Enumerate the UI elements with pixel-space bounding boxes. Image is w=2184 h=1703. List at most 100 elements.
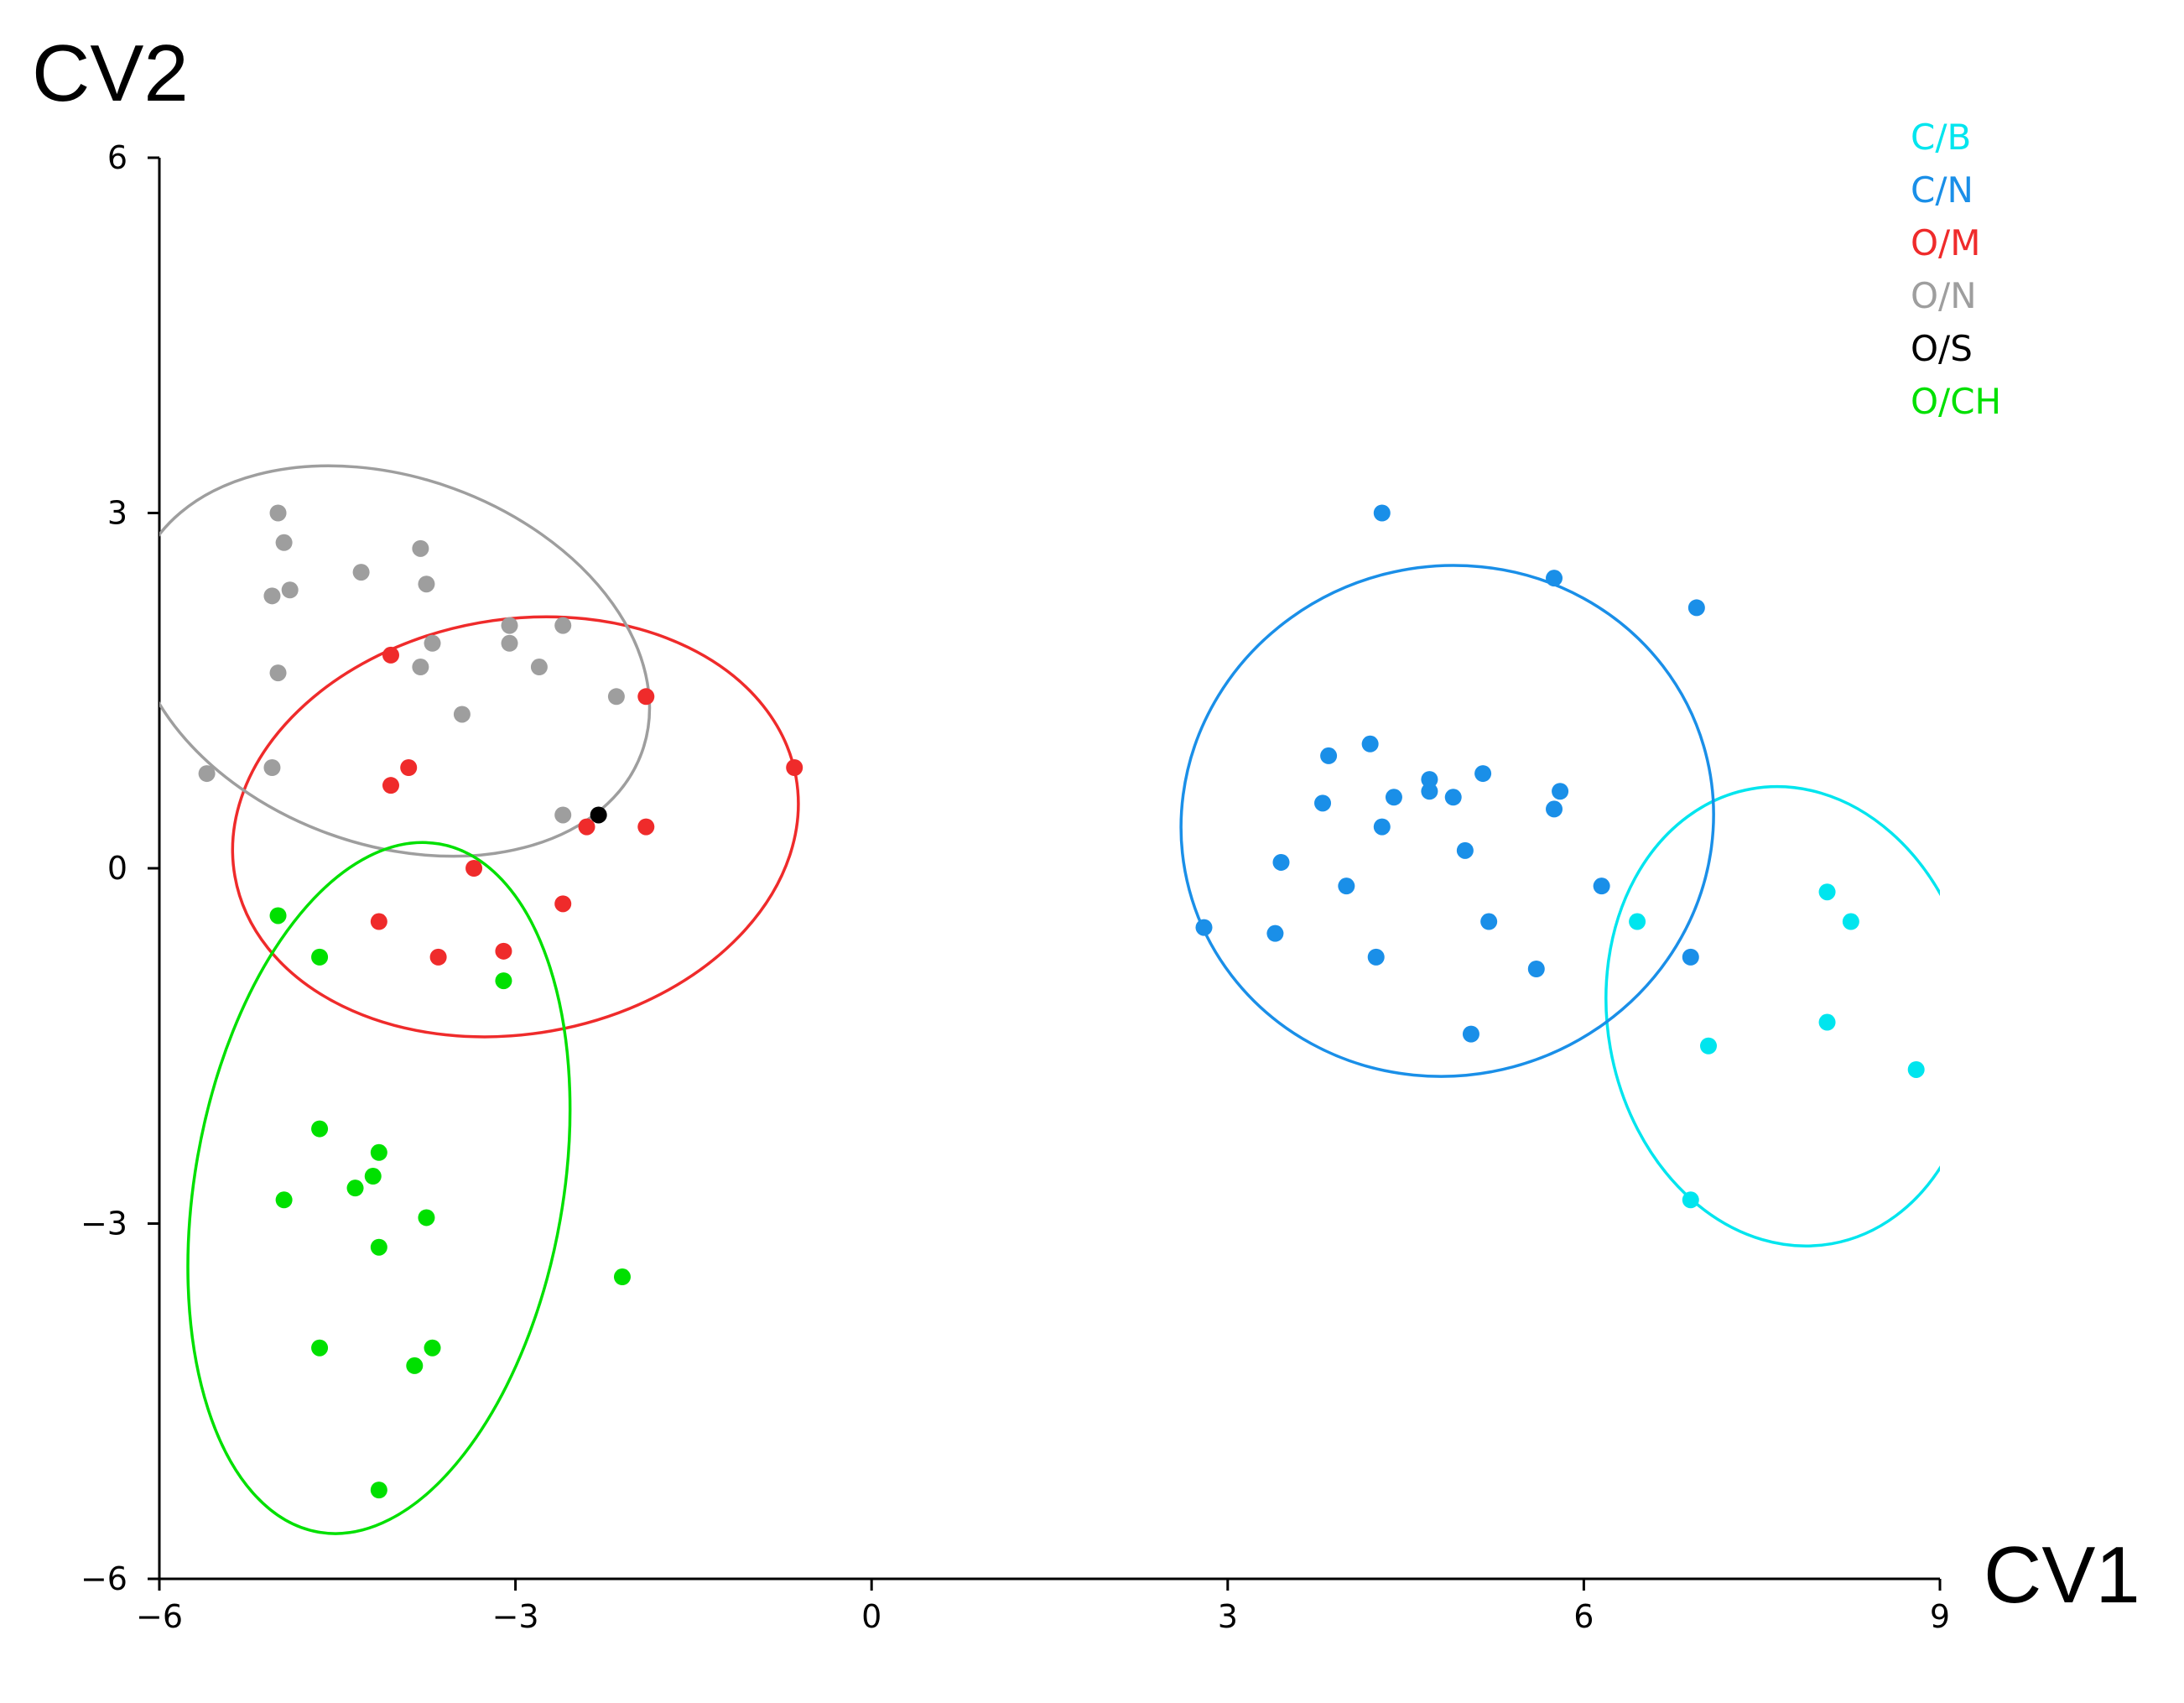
ellipse-o-m xyxy=(231,615,800,1039)
point-o-n xyxy=(269,664,287,682)
point-c-n xyxy=(1338,878,1355,895)
point-o-n xyxy=(275,534,293,551)
point-o-n xyxy=(352,564,370,581)
point-o-ch xyxy=(370,1482,387,1499)
point-c-n xyxy=(1367,948,1385,966)
legend-item-o-ch: O/CH xyxy=(1911,381,2002,422)
ellipse-c-b xyxy=(1604,784,1940,1247)
data-points xyxy=(198,504,1925,1499)
point-o-ch xyxy=(311,1339,329,1357)
x-tick-label: 3 xyxy=(1218,1598,1238,1635)
point-c-n xyxy=(1474,765,1492,783)
point-o-n xyxy=(453,706,471,723)
point-c-n xyxy=(1272,853,1290,871)
point-c-n xyxy=(1373,504,1391,522)
point-c-b xyxy=(1682,1191,1699,1209)
point-o-m xyxy=(429,948,447,966)
legend-item-c-n: C/N xyxy=(1911,169,1973,211)
y-tick-label: −6 xyxy=(81,1560,127,1597)
legend-item-o-m: O/M xyxy=(1911,222,1981,263)
point-c-b xyxy=(1818,1013,1836,1031)
point-c-n xyxy=(1546,570,1563,587)
y-tick-label: 3 xyxy=(107,495,127,532)
point-o-ch xyxy=(418,1209,435,1226)
point-o-m xyxy=(400,759,418,777)
point-c-n xyxy=(1266,924,1284,942)
point-o-n xyxy=(263,759,281,777)
point-c-n xyxy=(1314,794,1332,812)
point-o-m xyxy=(637,818,655,836)
point-o-n xyxy=(501,634,518,652)
point-c-b xyxy=(1818,883,1836,901)
confidence-ellipses xyxy=(159,464,1940,1535)
point-c-n xyxy=(1421,771,1438,789)
point-c-n xyxy=(1687,599,1705,617)
ellipse-o-n xyxy=(159,464,652,858)
legend-item-c-b: C/B xyxy=(1911,117,1972,158)
x-tick-label: −3 xyxy=(492,1598,539,1635)
point-o-ch xyxy=(406,1357,424,1374)
point-o-ch xyxy=(495,972,512,990)
point-o-n xyxy=(412,539,429,557)
point-o-ch xyxy=(275,1191,293,1209)
point-o-ch xyxy=(346,1180,364,1197)
point-c-n xyxy=(1682,948,1699,966)
point-o-s xyxy=(590,806,607,824)
point-o-n xyxy=(412,659,429,676)
point-o-n xyxy=(554,617,572,634)
point-c-n xyxy=(1444,789,1462,806)
point-o-m xyxy=(786,759,803,777)
point-c-n xyxy=(1320,747,1338,764)
point-c-n xyxy=(1373,818,1391,836)
point-o-n xyxy=(198,765,216,783)
ellipse-c-n xyxy=(1179,564,1715,1078)
point-o-m xyxy=(382,777,399,794)
y-axis-title: CV2 xyxy=(32,29,189,118)
point-o-m xyxy=(465,860,483,877)
point-o-n xyxy=(501,617,518,634)
x-axis-title: CV1 xyxy=(1984,1530,2140,1620)
ellipse-o-ch xyxy=(186,841,572,1535)
x-tick-label: 9 xyxy=(1930,1598,1950,1635)
point-c-n xyxy=(1527,960,1545,977)
point-o-m xyxy=(370,913,387,930)
point-o-ch xyxy=(613,1268,631,1286)
point-o-n xyxy=(424,634,441,652)
x-tick-label: 0 xyxy=(861,1598,881,1635)
point-o-n xyxy=(530,659,548,676)
point-c-n xyxy=(1552,783,1569,800)
point-c-n xyxy=(1546,800,1563,818)
point-o-n xyxy=(269,504,287,522)
point-c-b xyxy=(1907,1060,1925,1078)
point-o-m xyxy=(554,895,572,913)
point-c-b xyxy=(1700,1037,1718,1055)
point-o-m xyxy=(578,818,595,836)
point-c-n xyxy=(1480,913,1498,930)
x-tick-label: −6 xyxy=(136,1598,183,1635)
legend-item-o-s: O/S xyxy=(1911,328,1973,369)
point-c-n xyxy=(1385,789,1402,806)
point-c-n xyxy=(1361,735,1379,753)
y-tick-label: −3 xyxy=(81,1206,127,1242)
point-o-n xyxy=(418,575,435,593)
legend-item-o-n: O/N xyxy=(1911,275,1977,316)
point-c-b xyxy=(1629,913,1646,930)
point-c-n xyxy=(1593,878,1610,895)
point-o-ch xyxy=(424,1339,441,1357)
point-c-n xyxy=(1462,1025,1479,1043)
y-tick-label: 6 xyxy=(107,139,127,176)
point-o-n xyxy=(281,581,299,599)
point-o-m xyxy=(382,646,399,664)
point-o-n xyxy=(607,688,625,706)
axis-ticks: −6 −3 0 3 6 9 −6 −3 0 3 6 xyxy=(81,139,1950,1635)
legend: C/B C/N O/M O/N O/S O/CH xyxy=(1911,111,2001,428)
point-o-n xyxy=(263,587,281,605)
point-o-ch xyxy=(311,1120,329,1138)
point-c-b xyxy=(1842,913,1859,930)
point-o-ch xyxy=(364,1168,382,1185)
point-o-ch xyxy=(370,1143,387,1161)
point-c-n xyxy=(1456,841,1474,859)
x-tick-label: 6 xyxy=(1573,1598,1594,1635)
point-o-m xyxy=(637,688,655,706)
